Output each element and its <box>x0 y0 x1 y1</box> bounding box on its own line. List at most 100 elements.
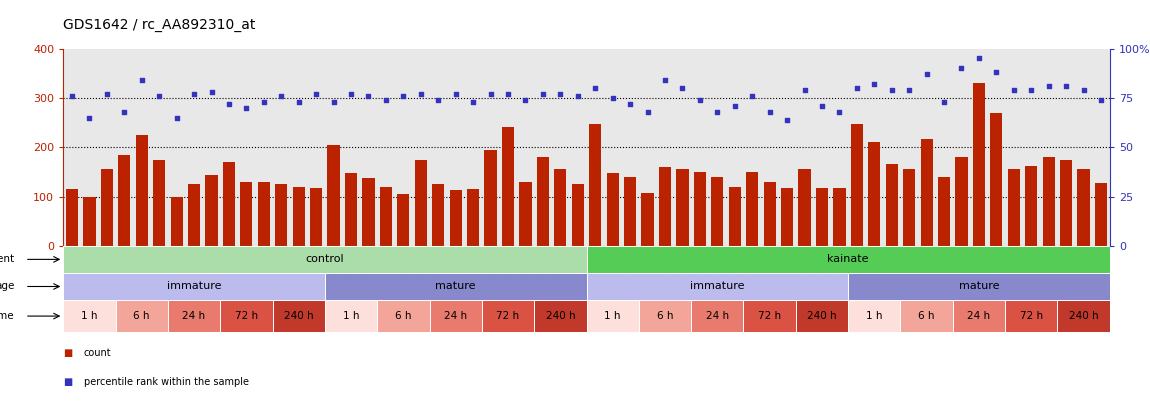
Bar <box>1060 160 1072 246</box>
Point <box>534 91 552 97</box>
Bar <box>990 113 1003 246</box>
Bar <box>1043 157 1055 246</box>
Bar <box>310 188 322 246</box>
Text: mature: mature <box>959 281 999 292</box>
Bar <box>63 300 115 332</box>
Bar <box>903 169 915 246</box>
Point <box>743 93 761 99</box>
Point <box>394 93 413 99</box>
Text: 1 h: 1 h <box>866 311 882 321</box>
Point <box>848 85 866 91</box>
Point <box>621 100 639 107</box>
Point <box>638 109 657 115</box>
Bar <box>586 300 639 332</box>
Text: 240 h: 240 h <box>807 311 837 321</box>
Point <box>1057 83 1075 90</box>
Point <box>568 93 586 99</box>
Bar <box>1005 300 1058 332</box>
Bar <box>430 300 482 332</box>
Point <box>1005 87 1024 93</box>
Bar <box>606 173 619 246</box>
Point <box>604 95 622 101</box>
Bar <box>153 160 166 246</box>
Point <box>830 109 849 115</box>
Bar <box>66 189 78 246</box>
Point <box>918 71 936 77</box>
Bar <box>900 300 953 332</box>
Point <box>185 91 204 97</box>
Point <box>377 97 396 103</box>
Bar <box>537 157 549 246</box>
Text: 1 h: 1 h <box>82 311 98 321</box>
Point <box>220 100 238 107</box>
Text: immature: immature <box>690 281 744 292</box>
Point <box>952 65 971 72</box>
Text: 24 h: 24 h <box>706 311 729 321</box>
Point <box>935 98 953 105</box>
Point <box>132 77 151 83</box>
Text: 24 h: 24 h <box>183 311 206 321</box>
Bar <box>744 300 796 332</box>
Bar <box>240 182 253 246</box>
Bar <box>1095 183 1107 246</box>
Bar <box>136 135 148 246</box>
Bar <box>1007 169 1020 246</box>
Point <box>324 98 343 105</box>
Bar <box>796 300 849 332</box>
Bar <box>849 300 900 332</box>
Text: 72 h: 72 h <box>497 311 520 321</box>
Bar <box>63 246 586 273</box>
Text: count: count <box>84 348 112 358</box>
Bar <box>815 188 828 246</box>
Bar <box>83 196 95 246</box>
Point <box>777 116 796 123</box>
Bar <box>691 300 744 332</box>
Point <box>499 91 518 97</box>
Bar <box>572 184 584 246</box>
Point <box>796 87 814 93</box>
Bar <box>258 182 270 246</box>
Point <box>307 91 325 97</box>
Bar <box>920 139 933 246</box>
Text: 72 h: 72 h <box>758 311 781 321</box>
Bar <box>397 194 409 246</box>
Point <box>359 93 377 99</box>
Point <box>586 85 605 91</box>
Bar <box>170 196 183 246</box>
Bar <box>115 300 168 332</box>
Bar <box>482 300 535 332</box>
Text: immature: immature <box>167 281 221 292</box>
Text: 1 h: 1 h <box>605 311 621 321</box>
Bar <box>639 300 691 332</box>
Text: age: age <box>0 281 15 292</box>
Point <box>551 91 569 97</box>
Bar <box>275 184 288 246</box>
Text: agent: agent <box>0 254 15 264</box>
Point <box>429 97 447 103</box>
Text: kainate: kainate <box>827 254 869 264</box>
Point <box>882 87 900 93</box>
Bar <box>938 177 950 246</box>
Bar <box>764 182 776 246</box>
Bar <box>642 192 653 246</box>
Text: 240 h: 240 h <box>284 311 314 321</box>
Bar <box>711 177 723 246</box>
Point <box>463 98 482 105</box>
Bar <box>534 300 586 332</box>
Bar <box>380 187 392 246</box>
Point <box>150 93 168 99</box>
Bar <box>956 157 967 246</box>
Text: 6 h: 6 h <box>919 311 935 321</box>
Bar <box>589 124 601 246</box>
Text: percentile rank within the sample: percentile rank within the sample <box>84 377 248 387</box>
Text: 24 h: 24 h <box>967 311 990 321</box>
Point <box>1074 87 1092 93</box>
Bar <box>659 167 672 246</box>
Bar <box>746 172 758 246</box>
Bar <box>484 150 497 246</box>
Bar <box>325 273 586 300</box>
Bar <box>328 145 339 246</box>
Point <box>237 104 255 111</box>
Text: ■: ■ <box>63 377 72 387</box>
Point <box>1040 83 1058 90</box>
